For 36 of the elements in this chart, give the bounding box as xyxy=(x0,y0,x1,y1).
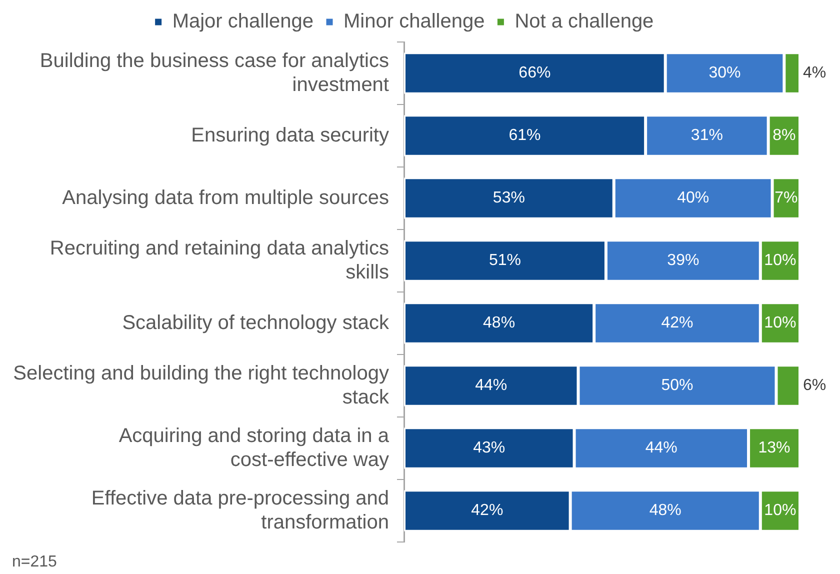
data-label: 53% xyxy=(492,190,525,207)
y-tick-label: Recruiting and retaining data analytics skills xyxy=(50,237,389,284)
y-tick-label: Building the business case for analytics investment xyxy=(40,50,390,96)
legend-label: Not a challenge xyxy=(514,10,654,33)
y-tick-label: Ensuring data security xyxy=(191,124,389,146)
data-label: 48% xyxy=(649,502,682,520)
data-label: 10% xyxy=(764,252,796,270)
data-label: 48% xyxy=(483,314,516,332)
data-label: 7% xyxy=(774,190,798,207)
data-label: 4% xyxy=(803,64,826,82)
data-label: 6% xyxy=(803,377,826,394)
data-label: 43% xyxy=(473,440,506,457)
data-label: 8% xyxy=(772,127,796,144)
data-label: 39% xyxy=(667,252,700,270)
y-tick-label: Selecting and building the right technology stack xyxy=(13,362,390,408)
y-tick-label: Acquiring and storing data in a cost-effective way xyxy=(118,424,390,471)
y-tick-label: Analysing data from multiple sources xyxy=(62,186,389,209)
data-label: 30% xyxy=(708,64,741,82)
data-label: 40% xyxy=(677,190,710,207)
data-label: 44% xyxy=(475,377,508,394)
data-label: 10% xyxy=(764,314,796,332)
data-label: 31% xyxy=(690,127,723,144)
text: n=215 xyxy=(12,553,58,570)
legend-label: Major challenge xyxy=(172,10,314,33)
data-label: 10% xyxy=(764,502,796,520)
y-tick-label: Scalability of technology stack xyxy=(122,312,390,334)
data-label: 13% xyxy=(758,440,790,457)
data-label: 51% xyxy=(488,252,521,270)
data-label: 44% xyxy=(645,440,678,457)
legend-label: Minor challenge xyxy=(344,10,485,33)
data-label: 50% xyxy=(661,377,694,394)
y-tick-label: Effective data pre-processing and transformation xyxy=(91,487,389,534)
data-label: 42% xyxy=(661,314,694,332)
data-label: 61% xyxy=(508,127,541,144)
data-label: 42% xyxy=(471,502,504,520)
data-label: 66% xyxy=(518,64,551,82)
